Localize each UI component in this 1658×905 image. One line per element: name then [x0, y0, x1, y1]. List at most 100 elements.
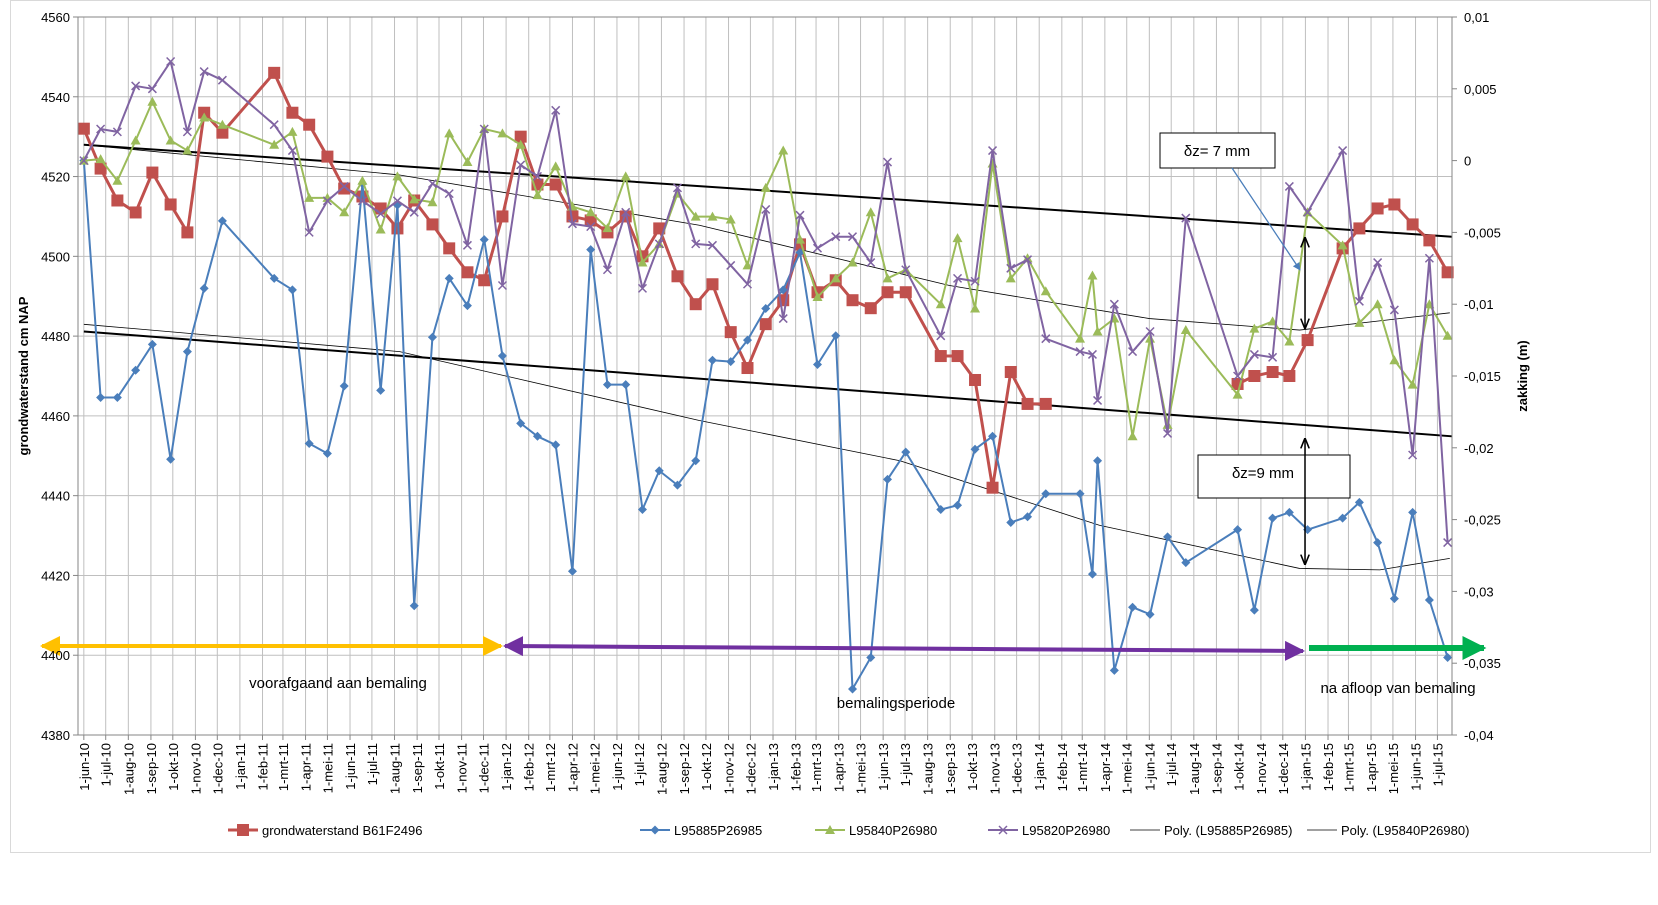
point — [1041, 489, 1051, 499]
point — [1284, 507, 1294, 517]
x-tick-label: 1-apr-12 — [565, 743, 580, 792]
point — [129, 206, 142, 219]
period-label: na afloop van bemaling — [1320, 680, 1475, 697]
x-tick-label: 1-dec-13 — [1010, 743, 1025, 794]
y-axis-title: grondwaterstand cm NAP — [16, 296, 31, 455]
point — [409, 194, 420, 204]
point — [901, 265, 911, 275]
point — [1041, 334, 1051, 344]
point — [1087, 270, 1098, 280]
x-tick-label: 1-mrt-15 — [1341, 743, 1356, 792]
point — [94, 162, 107, 175]
point — [1388, 198, 1401, 211]
point — [1145, 326, 1155, 337]
point — [376, 209, 386, 219]
point — [846, 294, 859, 307]
point — [357, 196, 367, 206]
point — [759, 318, 772, 331]
point — [217, 75, 227, 85]
point — [269, 139, 280, 149]
point — [778, 314, 788, 324]
point — [761, 204, 771, 214]
y-tick-label: 4480 — [41, 329, 70, 344]
point — [970, 303, 981, 313]
point — [1233, 371, 1243, 381]
point — [1389, 355, 1400, 365]
point — [1338, 146, 1348, 156]
point — [303, 118, 316, 131]
point — [586, 245, 596, 255]
y2-tick-label: 0 — [1464, 154, 1471, 169]
x-tick-label: 1-nov-10 — [188, 743, 203, 794]
point — [532, 190, 543, 200]
point — [602, 265, 613, 275]
series — [79, 156, 1453, 694]
point — [882, 273, 893, 283]
x-tick-label: 1-apr-15 — [1364, 743, 1379, 792]
y2-tick-label: -0,005 — [1464, 225, 1501, 240]
point — [1373, 258, 1383, 268]
point — [409, 207, 419, 217]
point — [1248, 370, 1261, 382]
point — [146, 166, 159, 179]
point — [953, 500, 963, 510]
x-tick-label: 1-okt-13 — [965, 743, 980, 791]
x-tick-label: 1-apr-11 — [299, 743, 314, 791]
point — [654, 466, 664, 476]
point — [515, 139, 526, 149]
point — [1424, 253, 1434, 263]
point — [988, 431, 998, 441]
point — [269, 273, 279, 283]
point — [444, 189, 454, 199]
point — [77, 122, 90, 135]
point — [899, 286, 912, 299]
point — [1354, 317, 1365, 327]
point — [969, 373, 982, 386]
point — [164, 198, 177, 211]
x-tick-label: 1-apr-13 — [832, 743, 847, 792]
plot-border — [77, 16, 1453, 736]
point — [1087, 569, 1097, 579]
point — [951, 350, 964, 363]
point — [1354, 296, 1364, 306]
y2-tick-label: 0,01 — [1464, 10, 1489, 25]
x-tick-label: 1-jan-12 — [499, 743, 514, 791]
annotation-box — [1159, 132, 1276, 169]
point — [1354, 497, 1364, 507]
point — [549, 178, 562, 191]
point — [1406, 218, 1419, 231]
point — [444, 128, 455, 138]
point — [847, 257, 858, 267]
x-tick-label: 1-jul-10 — [99, 743, 114, 786]
point — [1389, 305, 1399, 315]
point — [1163, 428, 1173, 438]
point — [1109, 665, 1119, 675]
point — [111, 194, 124, 207]
legend-marker — [237, 824, 249, 836]
point — [812, 243, 823, 253]
x-tick-label: 1-okt-14 — [1231, 743, 1246, 791]
point — [1163, 532, 1173, 542]
x-tick-label: 1-aug-13 — [921, 743, 936, 795]
period-label: voorafgaand aan bemaling — [249, 675, 427, 692]
point — [637, 505, 647, 515]
y2-tick-label: -0,03 — [1464, 584, 1494, 599]
point — [1040, 286, 1051, 296]
x-tick-label: 1-sep-12 — [677, 743, 692, 794]
point — [1005, 273, 1016, 283]
x-tick-label: 1-sep-11 — [410, 743, 425, 793]
y-tick-label: 4400 — [41, 648, 70, 663]
legend-label: L95840P26980 — [849, 823, 937, 838]
point — [1249, 605, 1259, 615]
point — [551, 105, 561, 115]
point — [357, 175, 368, 185]
point — [1371, 202, 1384, 215]
legend: grondwaterstand B61F2496 L95885P26985 L958… — [228, 823, 1469, 838]
point — [1249, 349, 1259, 359]
point — [653, 222, 666, 235]
x-tick-label: 1-mei-15 — [1386, 743, 1401, 794]
x-tick-label: 1-apr-14 — [1098, 743, 1113, 792]
point — [1075, 347, 1085, 357]
point — [953, 273, 963, 283]
point — [304, 192, 315, 202]
